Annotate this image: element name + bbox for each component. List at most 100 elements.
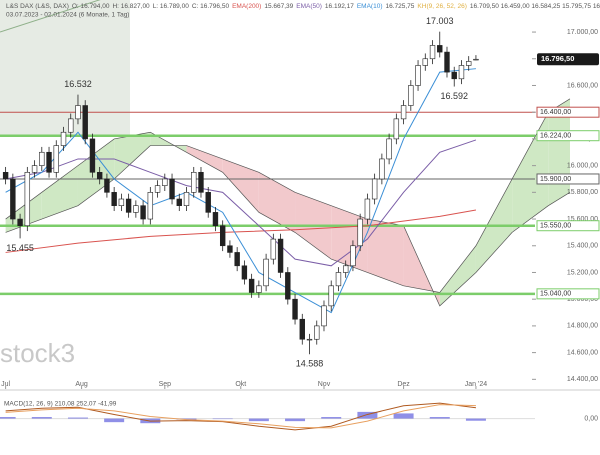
header-line: L&S DAX (L&S, DAX) O: 16.794,00 H: 16.827,… bbox=[6, 3, 600, 10]
candle-body bbox=[379, 158, 385, 180]
y-tick-label: 14.600,00 bbox=[567, 349, 598, 356]
y-tick-label: 15.000,00 bbox=[567, 296, 598, 303]
last-price-tag bbox=[537, 53, 599, 66]
candle-body bbox=[458, 65, 465, 80]
indicator-name: EMA(200) bbox=[232, 3, 261, 10]
candle-body bbox=[342, 265, 349, 273]
last-price-label: 16.796,50 bbox=[541, 54, 574, 63]
ema-line bbox=[5, 209, 477, 253]
macd-histogram-bar bbox=[321, 417, 342, 419]
macd-histogram-bar bbox=[104, 418, 125, 423]
cloud-segment bbox=[41, 165, 78, 220]
candle-body bbox=[234, 252, 240, 267]
extreme-label: 16.592 bbox=[440, 91, 468, 101]
level-label: 15.900,00 bbox=[540, 176, 571, 183]
ohlc-value: H: 16.827,00 bbox=[112, 3, 150, 10]
x-tick-label: Okt bbox=[235, 381, 246, 388]
candle-body bbox=[451, 71, 457, 80]
y-tick-label: 17.000,00 bbox=[567, 29, 598, 36]
macd-histogram-bar bbox=[0, 417, 16, 419]
candle-body bbox=[212, 212, 219, 227]
ema-line bbox=[5, 68, 476, 314]
indicator-value: 16.709,50 16.459,00 16.584,25 15.795,75 … bbox=[470, 3, 600, 10]
cloud-segment bbox=[439, 245, 476, 306]
candle-body bbox=[393, 118, 400, 140]
cloud-segment bbox=[114, 132, 151, 179]
candle-body bbox=[191, 171, 197, 193]
candle-body bbox=[386, 138, 392, 160]
macd-histogram-bar bbox=[248, 418, 269, 422]
level-label: 16.224,00 bbox=[540, 133, 571, 140]
level-tag bbox=[536, 106, 600, 118]
candle-body bbox=[371, 178, 378, 200]
candle-body bbox=[17, 218, 23, 227]
watermark: stock3 bbox=[0, 338, 75, 368]
macd-histogram-bar bbox=[429, 417, 450, 419]
candle-body bbox=[154, 185, 161, 193]
candle-body bbox=[125, 198, 132, 213]
macd-histogram-bar bbox=[31, 417, 52, 419]
candle-body bbox=[133, 205, 139, 213]
macd-histogram-bar bbox=[212, 418, 233, 420]
candle-body bbox=[335, 272, 342, 287]
level-label: 15.040,00 bbox=[540, 291, 571, 298]
x-tick-label: Nov bbox=[318, 381, 331, 388]
candle-body bbox=[198, 171, 204, 193]
candle-body bbox=[227, 245, 233, 253]
extreme-label: 17.003 bbox=[426, 16, 454, 26]
candle-body bbox=[82, 105, 88, 140]
candle-body bbox=[176, 198, 182, 206]
macd-legend: MACD(12, 26, 9) 210,08 252,07 -41,99 bbox=[4, 401, 117, 408]
ohlc-value: L: 16.789,00 bbox=[153, 3, 190, 10]
x-tick-label: Sep bbox=[159, 381, 172, 388]
candle-body bbox=[292, 298, 298, 320]
macd-tick-label: 0,00 bbox=[584, 415, 598, 422]
cloud-segment bbox=[186, 145, 223, 173]
candle-body bbox=[169, 178, 175, 200]
candle-body bbox=[248, 278, 255, 293]
candle-body bbox=[277, 238, 284, 273]
candle-body bbox=[429, 45, 436, 60]
candle-body bbox=[89, 138, 96, 173]
candle-body bbox=[53, 145, 59, 173]
instrument: L&S DAX (L&S, DAX) bbox=[6, 3, 69, 10]
candle-body bbox=[437, 45, 443, 53]
candle-body bbox=[270, 238, 277, 260]
candle-body bbox=[104, 178, 110, 193]
candle-body bbox=[111, 192, 117, 206]
cloud-segment bbox=[367, 219, 404, 286]
macd-histogram-bar bbox=[465, 418, 486, 421]
candle-body bbox=[140, 205, 146, 220]
x-tick-label: Aug bbox=[75, 381, 88, 388]
candle-body bbox=[205, 192, 211, 213]
candle-body bbox=[422, 58, 428, 66]
candle-body bbox=[364, 198, 371, 220]
x-tick-label: Jul bbox=[1, 381, 10, 388]
candle-body bbox=[162, 178, 168, 186]
header-range: 03.07.2023 - 02.01.2024 (6 Monate, 1 Tag… bbox=[6, 12, 129, 19]
candle-body bbox=[24, 171, 31, 227]
candle-body bbox=[75, 105, 81, 120]
y-tick-label: 15.600,00 bbox=[567, 216, 598, 223]
level-label: 16.400,00 bbox=[540, 109, 571, 116]
drawing-line bbox=[0, 0, 101, 33]
extreme-label: 14.588 bbox=[296, 359, 324, 369]
candle-body bbox=[60, 131, 67, 146]
indicator-value: 15.667,39 bbox=[264, 3, 293, 10]
indicator-name: KH(9, 26, 52, 26) bbox=[417, 3, 467, 10]
y-tick-label: 14.400,00 bbox=[567, 376, 598, 383]
cloud-segment bbox=[222, 158, 259, 213]
level-tag bbox=[536, 220, 600, 232]
candle-body bbox=[357, 218, 363, 247]
cloud-edge bbox=[5, 98, 571, 293]
indicator-value: 16.725,75 bbox=[386, 3, 415, 10]
indicator-value: 16.192,17 bbox=[325, 3, 354, 10]
candle-body bbox=[473, 58, 479, 61]
y-tick-label: 16.600,00 bbox=[567, 82, 598, 89]
level-tag bbox=[536, 173, 600, 185]
candle-body bbox=[466, 61, 472, 66]
x-tick-label: Jan '24 bbox=[465, 381, 487, 388]
candle-body bbox=[31, 165, 38, 173]
y-tick-label: 16.000,00 bbox=[567, 162, 598, 169]
